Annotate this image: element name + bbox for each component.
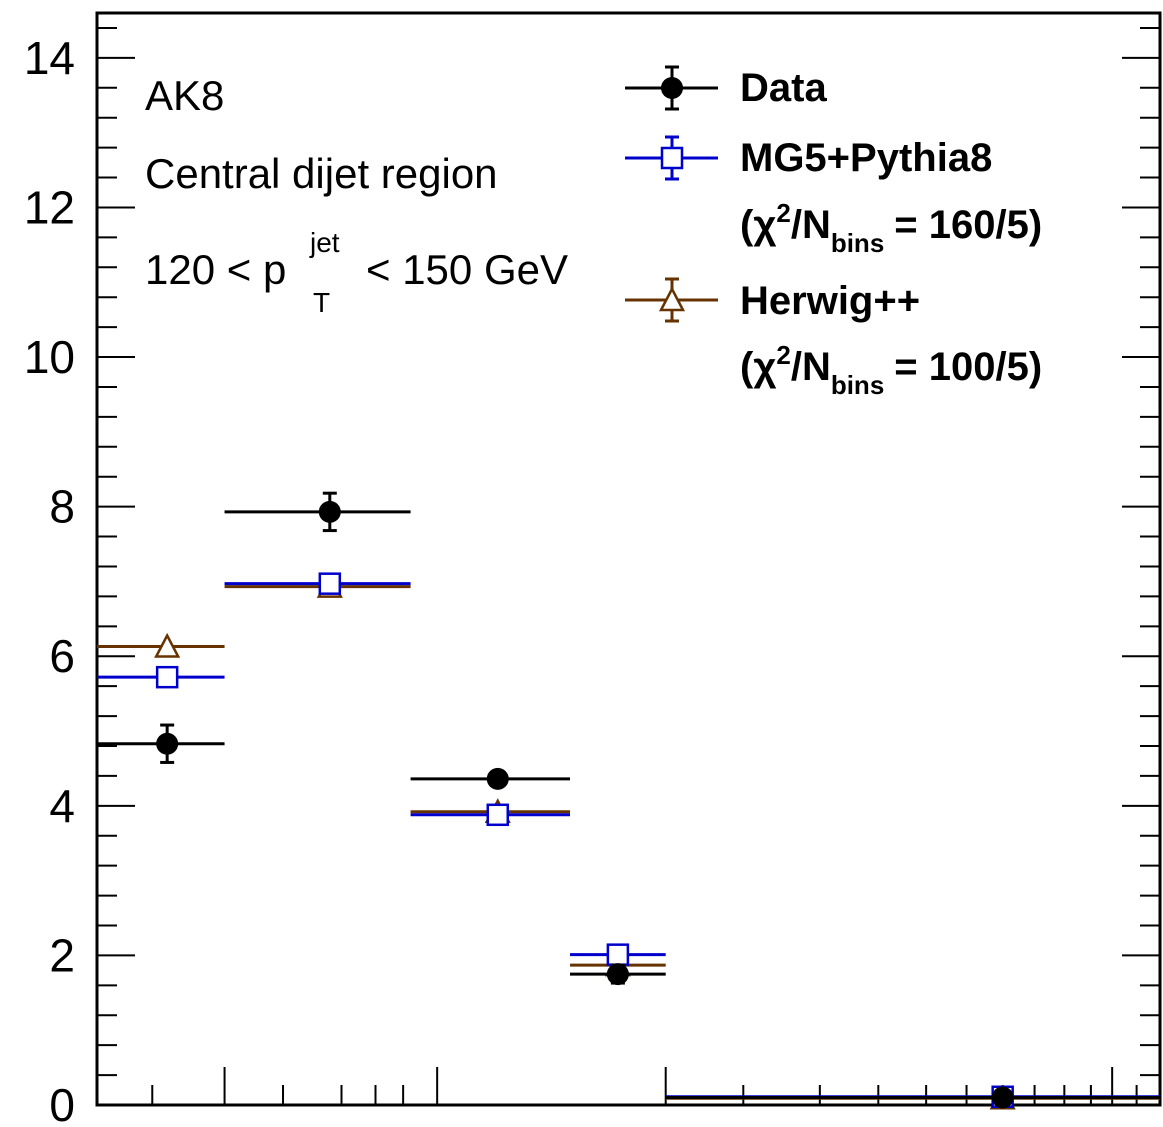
- legend-label-data: Data: [740, 66, 827, 110]
- y-tick-label: 6: [49, 630, 75, 682]
- y-tick-label: 2: [49, 929, 75, 981]
- region-label: Central dijet region: [145, 150, 498, 197]
- plot-frame: [95, 11, 1162, 1107]
- mg5-pythia8-point: [318, 572, 342, 595]
- data-point: [156, 732, 179, 755]
- y-tick-label: 8: [49, 481, 75, 533]
- y-tick-label: 4: [49, 780, 75, 832]
- legend-chi2-herwig: (χ2/Nbins = 100/5): [740, 340, 1042, 400]
- data-point: [486, 767, 509, 790]
- pt-range-sub: T: [313, 287, 330, 318]
- legend-label-herwig: Herwig++: [740, 279, 920, 323]
- mg5-pythia8-point: [486, 803, 510, 827]
- legend-marker-data: [625, 65, 718, 111]
- pt-range-suffix: < 150 GeV: [366, 246, 568, 293]
- y-axis: 0 2 4 6 8 10 12 14: [24, 26, 1160, 1127]
- data-point: [318, 500, 341, 523]
- y-tick-label: 10: [24, 331, 75, 383]
- pt-range-sup: jet: [309, 227, 340, 258]
- data-point: [991, 1086, 1014, 1109]
- y-tick-label: 0: [49, 1079, 75, 1127]
- legend-marker-mg5: [625, 135, 718, 181]
- legend-chi2-mg5: (χ2/Nbins = 160/5): [740, 198, 1042, 258]
- data-point: [606, 963, 629, 986]
- legend-marker-herwig: [625, 277, 718, 323]
- herwig-point: [154, 632, 181, 658]
- mg5-pythia8-point: [155, 665, 179, 689]
- y-tick-label: 14: [24, 32, 75, 84]
- y-tick-label: 12: [24, 181, 75, 233]
- jet-algorithm-label: AK8: [145, 72, 224, 119]
- legend: Data MG5+Pythia8 (χ2/Nbins = 160/5) Herwi…: [625, 65, 1042, 400]
- mg5-pythia8-point: [606, 943, 630, 966]
- legend-label-mg5: MG5+Pythia8: [740, 136, 992, 180]
- x-axis: [151, 1067, 1138, 1105]
- pt-range-prefix: 120 < p: [145, 246, 286, 293]
- chart-marks: [97, 491, 1160, 1110]
